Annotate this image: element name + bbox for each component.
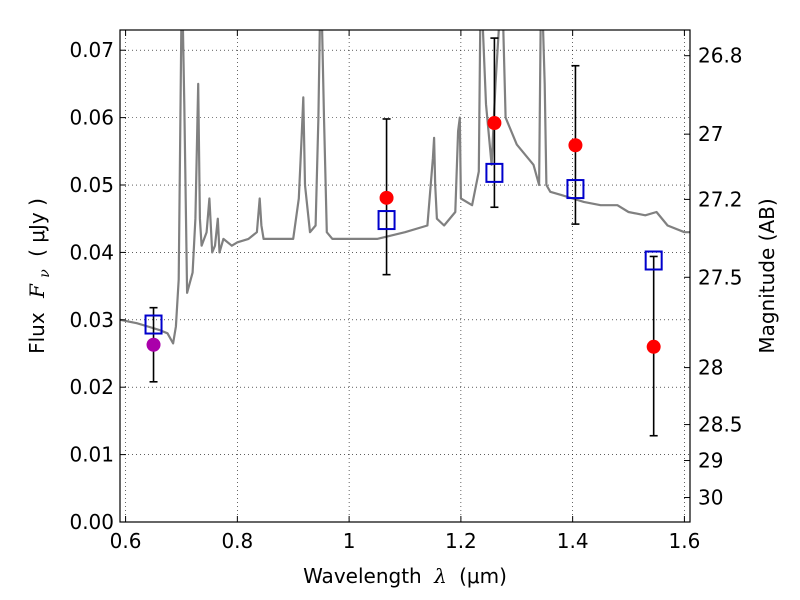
y-tick-label: 0.07 — [69, 38, 114, 62]
x-axis-title: Wavelength λ (μm) — [303, 564, 507, 588]
model-point — [644, 250, 663, 271]
axis-ticks: 0.6 0.8 1 1.2 1.4 1.6 0.00 0.01 0.02 0.03 0.04 0.05… — [69, 30, 743, 553]
mag-tick-label: 27.2 — [698, 187, 743, 211]
y-tick-label: 0.00 — [69, 510, 114, 534]
x-tick-label: 0.8 — [221, 529, 253, 553]
model-point — [566, 179, 585, 200]
y-tick-label: 0.04 — [69, 240, 114, 264]
x-tick-label: 1.4 — [557, 529, 589, 553]
model-point — [377, 210, 396, 231]
x-axis-title-symbol: λ — [433, 564, 447, 588]
x-tick-label: 0.6 — [110, 529, 142, 553]
x-tick-label: 1 — [343, 529, 356, 553]
mag-tick-label: 27 — [698, 122, 723, 146]
y-axis-title: Flux F ν ( μJy ) — [25, 198, 54, 354]
model-point — [144, 314, 163, 335]
observed-point — [487, 116, 502, 131]
x-axis-title-unit: (μm) — [459, 564, 507, 588]
mag-tick-label: 28.5 — [698, 413, 743, 437]
observed-point — [646, 339, 661, 354]
y-tick-label: 0.02 — [69, 375, 114, 399]
y-axis-title-text: Flux — [25, 312, 49, 354]
observed-point — [568, 138, 583, 153]
y-tick-label: 0.05 — [69, 173, 114, 197]
model-points — [144, 162, 663, 335]
y-tick-label: 0.06 — [69, 106, 114, 130]
y-tick-label: 0.03 — [69, 308, 114, 332]
x-tick-label: 1.2 — [445, 529, 477, 553]
spectrum-line — [120, 30, 690, 345]
observed-point — [379, 190, 394, 205]
observed-point — [146, 337, 161, 352]
x-tick-label: 1.6 — [669, 529, 701, 553]
y2-axis-title: Magnitude (AB) — [755, 198, 779, 353]
grid — [120, 30, 690, 522]
mag-tick-label: 30 — [698, 486, 723, 510]
mag-tick-label: 28 — [698, 356, 723, 380]
plot-frame — [119, 29, 691, 523]
mag-tick-label: 27.5 — [698, 265, 743, 289]
mag-tick-label: 29 — [698, 449, 723, 473]
mag-tick-label: 26.8 — [698, 44, 743, 68]
observed-points — [146, 116, 661, 354]
spectrum-series — [120, 30, 690, 345]
y-axis-title-subscript: ν — [37, 269, 53, 278]
x-axis-title-text: Wavelength — [303, 564, 422, 588]
errorbars — [149, 37, 658, 437]
y-tick-label: 0.01 — [69, 443, 114, 467]
model-point — [485, 162, 504, 183]
y-axis-title-unit: ( μJy ) — [25, 198, 49, 257]
y-axis-title-symbol: F — [25, 283, 49, 299]
